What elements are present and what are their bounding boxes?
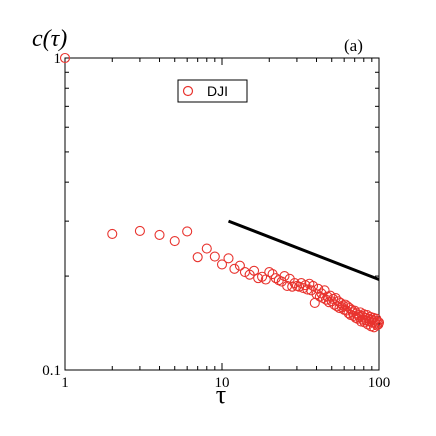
data-point [209, 251, 220, 262]
x-tick-label: 10 [215, 375, 230, 391]
legend: DJI [177, 79, 248, 103]
data-point [343, 308, 354, 319]
x-axis-title: τ [216, 380, 226, 409]
data-point [154, 229, 165, 240]
axis-ticks [64, 57, 379, 371]
data-point [169, 236, 180, 247]
x-tick-label: 1 [61, 375, 69, 391]
data-point [182, 226, 193, 237]
data-point [309, 297, 320, 309]
x-tick-label: 100 [368, 375, 391, 391]
data-point [257, 271, 268, 282]
y-tick-label: 0.1 [42, 363, 61, 379]
data-point [216, 259, 228, 270]
data-point [351, 308, 362, 319]
data-point [107, 228, 118, 239]
data-point [264, 267, 275, 278]
data-point [371, 320, 382, 331]
panel-label: (a) [344, 36, 363, 55]
data-point [223, 253, 234, 264]
data-point [282, 280, 293, 291]
data-point [325, 290, 336, 301]
data-point [279, 271, 290, 282]
legend-label: DJI [207, 83, 228, 99]
power-law-fit-line [227, 219, 380, 281]
data-point [134, 225, 145, 237]
data-point [192, 252, 203, 263]
legend-marker [182, 85, 194, 97]
y-tick-label: 1 [54, 51, 62, 67]
data-point [59, 52, 71, 64]
legend-box [177, 79, 248, 103]
data-point [229, 263, 240, 274]
data-point [234, 260, 245, 271]
data-point [307, 280, 319, 291]
y-axis-title: c(τ) [32, 26, 67, 52]
data-point [201, 243, 212, 254]
data-point [373, 317, 385, 328]
reference-line [227, 219, 380, 281]
data-point [306, 285, 317, 296]
data-point [302, 284, 313, 295]
data-point [319, 285, 330, 296]
data-series [59, 52, 385, 333]
plot-area [64, 57, 380, 371]
